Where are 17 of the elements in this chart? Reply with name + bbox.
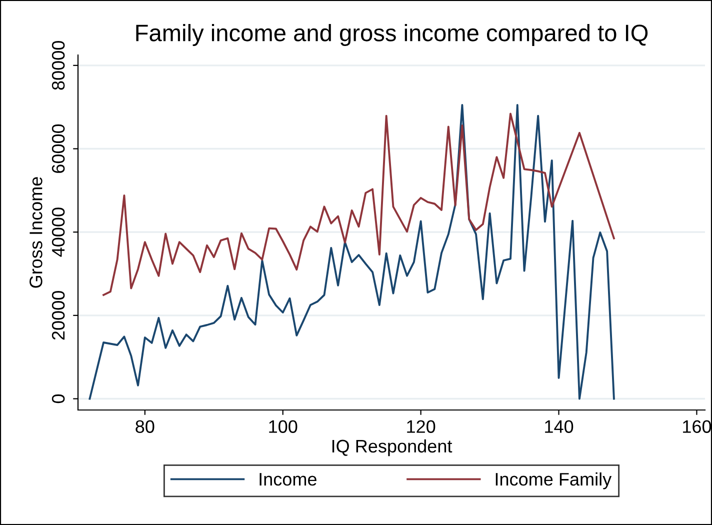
line-series [102,112,615,296]
line-series [88,104,615,400]
y-axis-title: Gross Income [30,177,42,288]
x-tick-label: 140 [545,420,574,433]
x-tick-label: 80 [136,420,154,433]
x-tick-label: 120 [407,420,436,433]
x-tick-label: 100 [269,420,298,433]
chart-title: Family income and gross income compared to IQ [136,24,648,46]
y-tick-label: 40000 [52,208,65,257]
legend-label: Income [260,473,316,486]
y-tick-label: 20000 [52,291,65,340]
x-tick-label: 160 [683,420,712,433]
x-axis-title: IQ Respondent [332,439,452,456]
y-tick-label: 60000 [52,124,65,173]
legend-label: Income Family [496,472,612,490]
y-tick-label: 80000 [52,41,65,90]
y-tick-label: 0 [52,394,65,404]
